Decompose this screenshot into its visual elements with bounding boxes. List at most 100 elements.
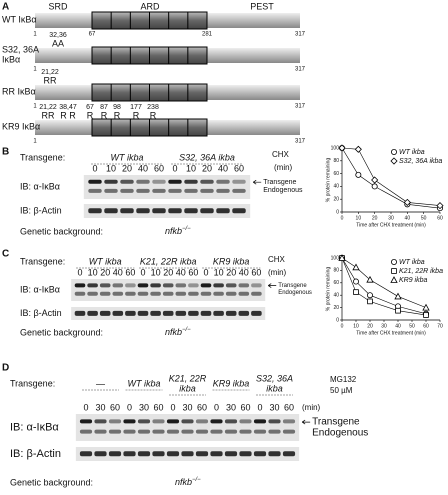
legend-label: KR9 ikba	[399, 277, 428, 284]
site-label: 67	[86, 104, 94, 111]
timepoint-label: 30	[182, 402, 192, 412]
band	[125, 310, 136, 316]
background-genotype: nfkb−/−	[175, 477, 201, 488]
site-label: 38,47	[59, 104, 77, 111]
site-label: 177	[130, 104, 142, 111]
band	[238, 291, 250, 296]
band	[136, 179, 150, 184]
band	[104, 208, 118, 214]
treatment-label: CHX	[268, 255, 286, 264]
band	[74, 291, 86, 296]
timepoint-label: 60	[197, 402, 207, 412]
band	[120, 188, 134, 193]
timepoint-label: 30	[226, 402, 236, 412]
band	[88, 179, 102, 184]
x-tick-label: 0	[341, 215, 344, 221]
band	[224, 419, 238, 424]
band	[232, 179, 246, 184]
group-label: —	[95, 378, 106, 388]
y-tick-label: 80	[333, 158, 339, 164]
group-label: KR9 ikba	[213, 256, 250, 266]
y-tick-label: 40	[333, 184, 339, 190]
band	[94, 451, 107, 457]
band-label: Endogenous	[278, 290, 312, 296]
x-tick-label: 70	[437, 323, 443, 329]
unit-label: (min)	[274, 163, 293, 172]
y-tick-label: 60	[333, 280, 339, 286]
legend-label: WT ikba	[399, 149, 425, 156]
treatment-label: CHX	[272, 150, 290, 159]
timepoint-label: 0	[127, 402, 132, 412]
residue-label: AA	[52, 38, 64, 48]
point	[403, 198, 411, 206]
band	[88, 208, 102, 214]
timepoint-label: 40	[138, 163, 148, 173]
timepoint-label: 0	[172, 163, 177, 173]
band	[216, 208, 230, 214]
timepoint-label: 0	[203, 267, 208, 277]
group-label: K21, 22R ikba	[140, 256, 197, 266]
transgene-label: Transgene:	[20, 256, 65, 266]
background-label: Genetic background:	[10, 477, 93, 487]
band	[239, 419, 252, 424]
band-label: Transgene	[278, 283, 307, 289]
timepoint-label: 30	[269, 402, 279, 412]
band-label: Endogenous	[312, 428, 368, 439]
background-label: Genetic background:	[20, 327, 103, 337]
band-label: Transgene	[263, 179, 296, 186]
band	[166, 429, 180, 434]
band	[282, 419, 296, 424]
band	[87, 283, 98, 288]
band	[99, 310, 111, 316]
band	[210, 419, 223, 424]
x-tick-label: 10	[353, 323, 359, 329]
band	[251, 283, 262, 288]
band	[166, 419, 180, 424]
group-label: KR9 ikba	[213, 378, 250, 388]
band	[200, 291, 212, 296]
y-tick-label: 20	[333, 305, 339, 311]
band	[108, 451, 122, 457]
row-label: KR9 IκBα	[2, 121, 40, 131]
x-axis-label: Time after CHX treatment (min)	[356, 222, 426, 228]
band	[162, 310, 174, 316]
timepoint-label: 30	[139, 402, 149, 412]
band	[200, 179, 214, 184]
band	[195, 451, 209, 457]
timepoint-label: 40	[176, 267, 186, 277]
background-genotype: nfkb−/−	[165, 327, 191, 338]
y-tick-label: 20	[333, 197, 339, 203]
band	[123, 429, 136, 434]
band	[210, 451, 223, 457]
timepoint-label: 60	[125, 267, 135, 277]
band	[104, 188, 118, 193]
band	[225, 283, 237, 288]
band	[253, 451, 267, 457]
blot-label: IB: β-Actin	[10, 448, 61, 460]
band	[200, 208, 214, 214]
background-label: Genetic background:	[20, 226, 103, 236]
band	[74, 283, 86, 288]
residue-label: R	[87, 110, 94, 120]
x-tick-label: 10	[356, 215, 362, 221]
band	[137, 291, 149, 296]
band	[123, 419, 136, 424]
timepoint-label: 0	[257, 402, 262, 412]
timepoint-label: 60	[284, 402, 294, 412]
y-tick-label: 100	[331, 255, 340, 261]
timepoint-label: 0	[170, 402, 175, 412]
residue-label: R	[101, 110, 108, 120]
site-label: 98	[113, 104, 121, 111]
band	[74, 310, 86, 316]
band	[239, 451, 252, 457]
timepoint-label: 10	[151, 267, 161, 277]
y-tick-label: 40	[333, 293, 339, 299]
band	[108, 419, 122, 424]
x-tick-label: 60	[437, 215, 443, 221]
y-axis-label: % protein remaining	[325, 267, 331, 312]
band	[213, 291, 224, 296]
unit-label: (min)	[302, 403, 321, 412]
treatment-label: 50 µM	[330, 386, 353, 395]
blot-label: IB: α-IκBα	[20, 284, 60, 294]
band	[137, 419, 151, 424]
